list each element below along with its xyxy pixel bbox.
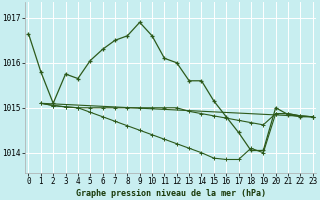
X-axis label: Graphe pression niveau de la mer (hPa): Graphe pression niveau de la mer (hPa) (76, 189, 266, 198)
